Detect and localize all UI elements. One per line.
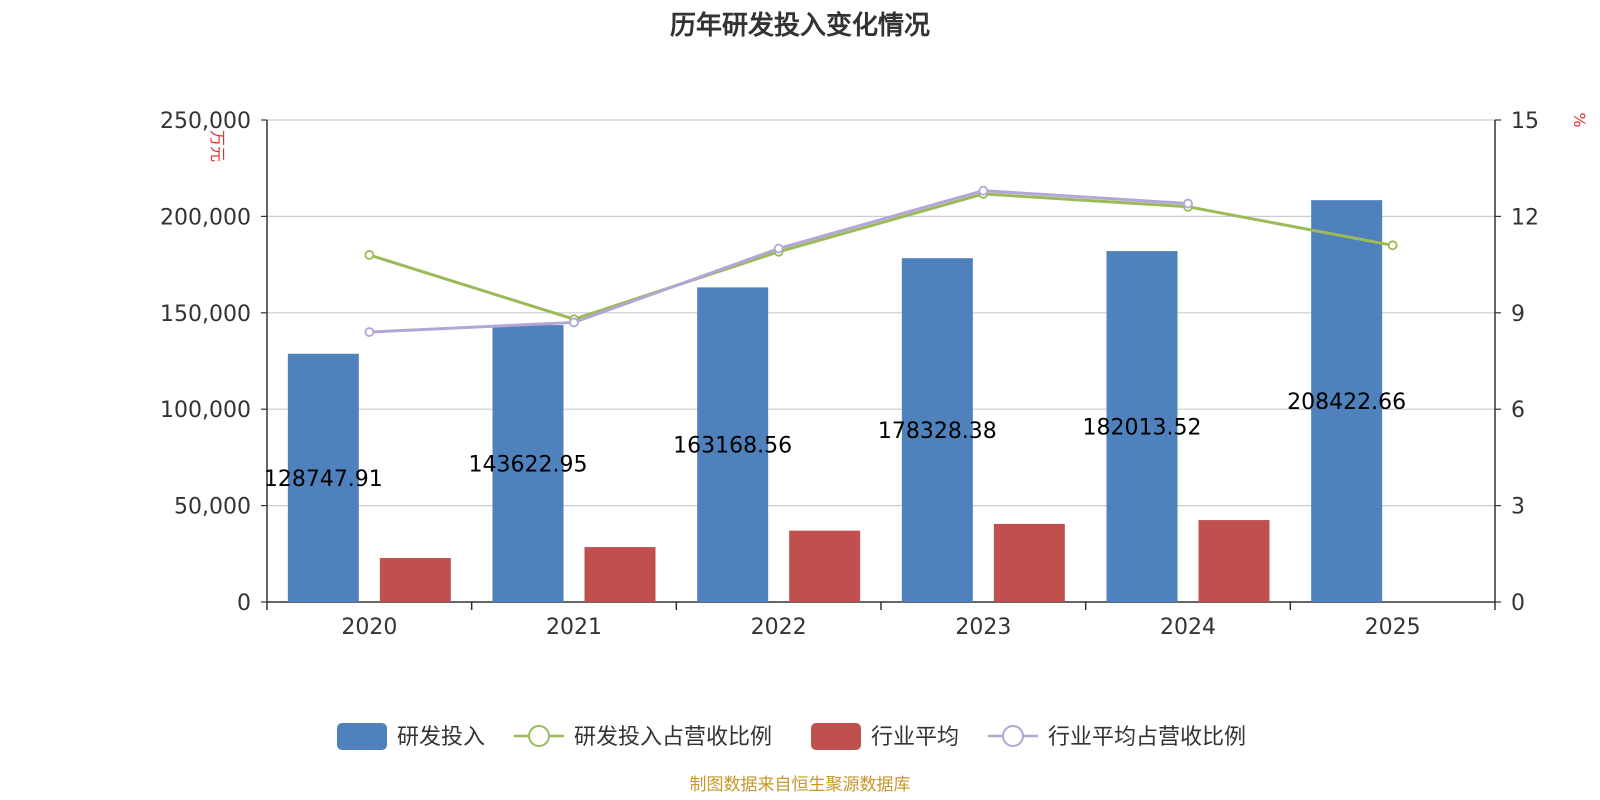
left-axis-unit: 万元 [208, 130, 227, 162]
line-point [978, 185, 989, 196]
right-tick-label: 3 [1511, 495, 1525, 520]
left-tick-label: 150,000 [160, 302, 251, 327]
bar-industry-average [993, 523, 1065, 602]
x-tick-label: 2025 [1365, 615, 1421, 640]
bar-value-label: 128747.91 [264, 467, 383, 492]
data-labels: 128747.91 143622.95 163168.56 178328.38 1820… [264, 390, 1406, 492]
right-tick-label: 9 [1511, 302, 1525, 327]
bar-rd-investment [697, 287, 769, 602]
left-tick-label: 50,000 [174, 495, 251, 520]
line-point [569, 317, 579, 328]
bar-value-label: 208422.66 [1287, 390, 1406, 415]
left-tick-label: 0 [237, 591, 251, 616]
line-industry-ratio [369, 189, 1189, 334]
bar-value-label: 182013.52 [1083, 416, 1202, 441]
bar-rd-investment [492, 325, 564, 602]
bar-rd-investment [287, 353, 359, 602]
line-rd-ratio [368, 192, 1393, 321]
bar-industry-average [584, 547, 656, 602]
right-axis-unit: % [1570, 112, 1589, 127]
x-tick-label: 2024 [1160, 615, 1216, 640]
line-point [773, 243, 784, 254]
legend-label: 行业平均占营收比例 [1048, 725, 1246, 750]
legend-label: 行业平均 [871, 725, 959, 750]
line-point [1183, 198, 1193, 209]
line-point [1387, 240, 1398, 251]
bar-value-label: 143622.95 [469, 453, 588, 478]
right-tick-label: 6 [1511, 398, 1525, 423]
bars [287, 200, 1383, 602]
axes: 0 0 50,000 3 100,000 6 150,000 9 200,000 12 250,00… [160, 109, 1539, 640]
chart-title: 历年研发投入变化情况 [670, 10, 930, 41]
bar-rd-investment [901, 258, 973, 602]
right-tick-label: 15 [1511, 109, 1539, 134]
bar-value-label: 178328.38 [878, 419, 997, 444]
bar-rd-investment [1311, 200, 1383, 602]
left-tick-label: 200,000 [160, 205, 251, 230]
data-source: 制图数据来自恒生聚源数据库 [690, 775, 911, 795]
bar-industry-average [789, 530, 861, 602]
bar-industry-average [379, 558, 451, 602]
legend: 研发投入 研发投入占营收比例 行业平均 行业平均占营收比例 [337, 723, 1246, 750]
legend-swatch-point [528, 725, 550, 747]
right-tick-label: 0 [1511, 591, 1525, 616]
right-tick-label: 12 [1511, 205, 1539, 230]
bar-value-label: 163168.56 [673, 434, 792, 459]
legend-label: 研发投入 [397, 725, 485, 750]
x-tick-label: 2022 [751, 615, 807, 640]
left-tick-label: 250,000 [160, 109, 251, 134]
line-point [364, 327, 375, 337]
grid-lines [267, 119, 1495, 507]
legend-swatch-bar [337, 723, 387, 750]
legend-label: 研发投入占营收比例 [574, 725, 772, 750]
line-point [364, 250, 375, 260]
x-tick-label: 2020 [341, 615, 397, 640]
bar-rd-investment [1106, 251, 1178, 602]
legend-swatch-point [1002, 725, 1024, 747]
bar-industry-average [1198, 520, 1270, 602]
x-tick-label: 2023 [955, 615, 1011, 640]
legend-swatch-bar [811, 723, 861, 750]
left-tick-label: 100,000 [160, 398, 251, 423]
x-tick-label: 2021 [546, 615, 602, 640]
lines [364, 185, 1398, 337]
